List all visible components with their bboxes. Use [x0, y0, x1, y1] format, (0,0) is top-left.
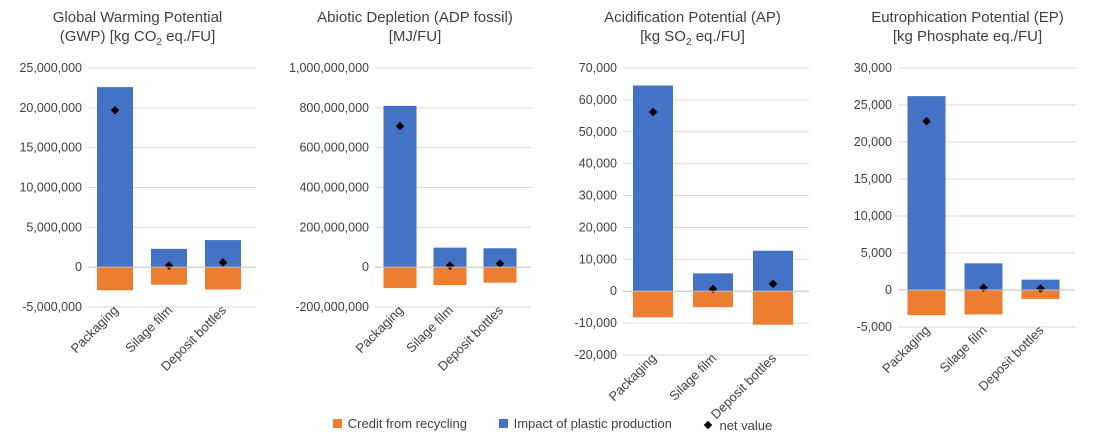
- net-value-marker: [110, 105, 120, 115]
- net-value-marker: [495, 259, 505, 268]
- net-value-marker: [395, 121, 405, 131]
- bar-impact: [151, 248, 187, 268]
- legend-label: net value: [719, 417, 773, 433]
- y-tick-label: 0: [885, 283, 892, 297]
- y-tick-label: 25,000,000: [19, 61, 82, 75]
- title-line-1: Acidification Potential (AP): [604, 9, 781, 26]
- title-line-2: [kg Phosphate eq./FU]: [892, 28, 1043, 45]
- legend-label: Credit from recycling: [347, 416, 467, 431]
- chart-title: Acidification Potential (AP) [kg SO2 eq.…: [555, 8, 830, 52]
- bar-credit: [633, 291, 673, 318]
- bar-credit: [151, 267, 187, 285]
- bar-impact: [907, 96, 946, 291]
- bar-impact: [633, 85, 673, 292]
- bar-impact: [433, 247, 467, 268]
- title-line-1: Abiotic Depletion (ADP fossil): [317, 9, 513, 26]
- y-tick-label: 15,000,000: [19, 141, 82, 155]
- y-tick-label: -5,000,000: [22, 300, 82, 314]
- y-tick-label: 30,000: [579, 189, 617, 203]
- title-line-2: [kg SO2 eq./FU]: [640, 28, 745, 48]
- y-tick-label: -20,000: [575, 348, 617, 362]
- chart-plot: -5,000 0 5,000 10,000 15,000 20,000 25,000 30,0…: [854, 61, 1075, 394]
- bar-credit: [205, 267, 241, 290]
- y-tick-label: 50,000: [579, 125, 617, 139]
- net-value-marker: [768, 279, 778, 289]
- legend-item-impact: Impact of plastic production: [498, 416, 672, 431]
- net-value-marker: [218, 258, 228, 267]
- bar-credit: [964, 290, 1003, 315]
- panel-ap: Acidification Potential (AP) [kg SO2 eq.…: [555, 0, 830, 422]
- bar-impact: [383, 105, 417, 268]
- y-tick-label: 200,000,000: [299, 220, 369, 234]
- bar-credit: [753, 291, 793, 325]
- legend: Credit from recycling Impact of plastic …: [0, 416, 1105, 433]
- legend-label: Impact of plastic production: [513, 416, 672, 431]
- legend-item-credit: Credit from recycling: [332, 416, 467, 431]
- chart-plot: -200,000,000 0 200,000,000 400,000,000 600,0…: [289, 61, 531, 374]
- chart-title: Abiotic Depletion (ADP fossil) [MJ/FU]: [275, 8, 555, 52]
- y-tick-label: 20,000: [579, 220, 617, 234]
- y-tick-label: -5,000: [857, 320, 892, 334]
- y-tick-label: 70,000: [579, 61, 617, 75]
- y-tick-label: 10,000,000: [19, 181, 82, 195]
- title-line-2: [MJ/FU]: [388, 28, 442, 45]
- y-tick-label: 60,000: [579, 93, 617, 107]
- y-tick-label: 400,000,000: [299, 181, 369, 195]
- chart-title: Eutrophication Potential (EP) [kg Phosph…: [830, 8, 1105, 52]
- y-tick-label: 20,000: [854, 135, 892, 149]
- title-line-1: Global Warming Potential: [52, 9, 223, 26]
- bar-impact: [693, 273, 733, 292]
- x-tick-label: Silage film: [666, 351, 719, 404]
- chart-title: Global Warming Potential (GWP) [kg CO2 e…: [0, 8, 275, 52]
- y-tick-label: 15,000: [854, 172, 892, 186]
- bar-impact: [97, 87, 133, 268]
- legend-swatch-credit: [332, 419, 342, 428]
- y-tick-label: 0: [362, 260, 369, 274]
- net-value-marker: [164, 261, 174, 270]
- y-tick-label: 600,000,000: [299, 141, 369, 155]
- y-tick-label: 25,000: [854, 98, 892, 112]
- legend-swatch-impact: [498, 419, 508, 428]
- panel-adp: Abiotic Depletion (ADP fossil) [MJ/FU] -…: [275, 0, 555, 405]
- chart-plot: -20,000 -10,000 0 10,000 20,000 30,000 40,000 5…: [575, 61, 809, 422]
- x-tick-label: Silage film: [403, 303, 456, 356]
- y-tick-label: 1,000,000,000: [289, 61, 369, 75]
- net-value-marker: [445, 261, 455, 270]
- y-tick-label: -10,000: [575, 316, 617, 330]
- legend-item-net: net value: [703, 418, 772, 433]
- y-tick-label: 20,000,000: [19, 101, 82, 115]
- y-tick-label: 40,000: [579, 157, 617, 171]
- y-tick-label: 30,000: [854, 61, 892, 75]
- bar-credit: [907, 290, 946, 316]
- y-tick-label: 0: [75, 260, 82, 274]
- legend-marker-net: [704, 420, 713, 430]
- y-tick-label: 10,000: [854, 209, 892, 223]
- title-line-1: Eutrophication Potential (EP): [871, 9, 1064, 26]
- title-line-2: (GWP) [kg CO2 eq./FU]: [59, 28, 216, 48]
- panel-gwp: Global Warming Potential (GWP) [kg CO2 e…: [0, 0, 275, 405]
- y-tick-label: -200,000,000: [295, 300, 369, 314]
- x-tick-label: Silage film: [937, 323, 990, 376]
- bar-credit: [1021, 290, 1060, 299]
- y-tick-label: 5,000: [861, 246, 892, 260]
- panel-ep: Eutrophication Potential (EP) [kg Phosph…: [830, 0, 1105, 405]
- y-tick-label: 5,000,000: [26, 220, 82, 234]
- y-tick-label: 10,000: [579, 252, 617, 266]
- net-value-marker: [1036, 284, 1045, 293]
- bar-credit: [383, 267, 417, 289]
- chart-plot: -5,000,000 0 5,000,000 10,000,000 15,000,000…: [19, 61, 256, 374]
- bar-credit: [483, 267, 517, 283]
- y-tick-label: 0: [610, 284, 617, 298]
- y-tick-label: 800,000,000: [299, 101, 369, 115]
- x-tick-label: Silage film: [122, 303, 175, 356]
- bar-impact: [483, 248, 517, 268]
- bar-credit: [97, 267, 133, 291]
- bar-credit: [433, 267, 467, 286]
- bar-credit: [693, 291, 733, 308]
